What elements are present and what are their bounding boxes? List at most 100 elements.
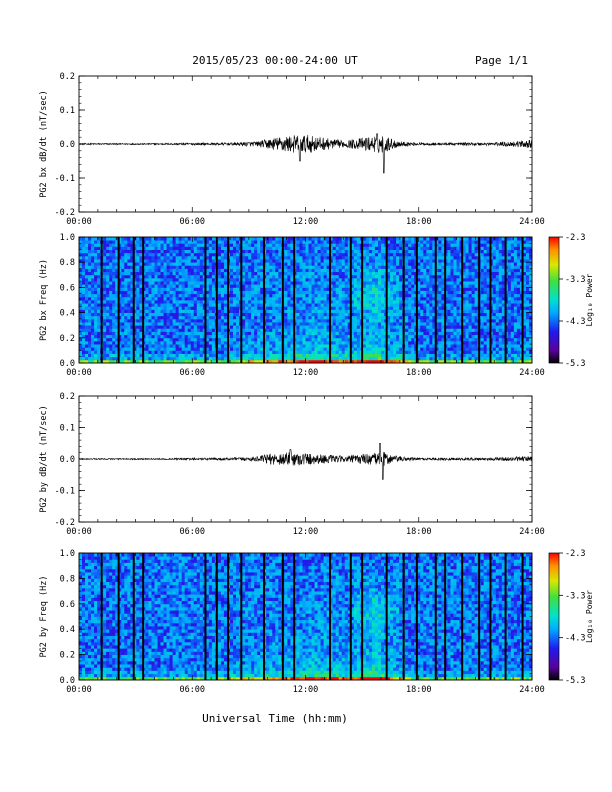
spectrogram-cell	[79, 325, 82, 329]
spectrogram-cell	[296, 350, 299, 354]
spectrogram-cell	[158, 309, 161, 313]
spectrogram-cell	[185, 341, 188, 345]
spectrogram-cell	[103, 275, 106, 279]
spectrogram-cell	[91, 322, 94, 326]
spectrogram-cell	[194, 259, 197, 263]
spectrogram-cell	[393, 256, 396, 260]
spectrogram-cell	[269, 250, 272, 254]
spectrogram-cell	[321, 243, 324, 247]
spectrogram-cell	[254, 246, 257, 250]
spectrogram-cell	[155, 309, 158, 313]
spectrogram-cell	[251, 325, 254, 329]
spectrogram-cell	[272, 284, 275, 288]
spectrogram-cell	[182, 272, 185, 276]
spectrogram-cell	[287, 328, 290, 332]
spectrogram-cell	[97, 284, 100, 288]
spectrogram-cell	[85, 319, 88, 323]
spectrogram-cell	[109, 309, 112, 313]
spectrogram-cell	[321, 246, 324, 250]
spectrogram-cell	[366, 265, 369, 269]
spectrogram-cell	[306, 253, 309, 257]
spectrogram-cell	[221, 237, 224, 241]
spectrogram-cell	[88, 316, 91, 320]
spectrogram-cell	[248, 347, 251, 351]
spectrogram-cell	[381, 300, 384, 304]
spectrogram-cell	[378, 294, 381, 298]
spectrogram-cell	[375, 262, 378, 266]
spectrogram-cell	[151, 300, 154, 304]
spectrogram-cell	[218, 325, 221, 329]
spectrogram-cell	[254, 262, 257, 266]
spectrogram-cell	[224, 328, 227, 332]
spectrogram-cell	[91, 275, 94, 279]
spectrogram-cell	[408, 313, 411, 317]
spectrogram-cell	[251, 281, 254, 285]
spectrogram-cell	[423, 328, 426, 332]
spectrogram-cell	[254, 335, 257, 339]
spectrogram-cell	[426, 275, 429, 279]
spectrogram-cell	[242, 278, 245, 282]
spectrogram-cell	[369, 256, 372, 260]
spectrogram-cell	[224, 259, 227, 263]
spectrogram-cell	[188, 357, 191, 361]
spectrogram-cell	[85, 332, 88, 336]
spectrogram-cell	[91, 338, 94, 342]
spectrogram-cell	[429, 253, 432, 257]
spectrogram-cell	[396, 322, 399, 326]
spectrogram-cell	[372, 284, 375, 288]
spectrogram-cell	[200, 354, 203, 358]
spectrogram-cell	[194, 354, 197, 358]
spectrogram-cell	[345, 243, 348, 247]
spectrogram-cell	[372, 319, 375, 323]
spectrogram-cell	[185, 328, 188, 332]
spectrogram-cell	[179, 313, 182, 317]
spectrogram-cell	[218, 303, 221, 307]
spectrogram-cell	[145, 294, 148, 298]
spectrogram-cell	[191, 350, 194, 354]
spectrogram-cell	[299, 275, 302, 279]
spectrogram-cell	[124, 253, 127, 257]
spectrogram-cell	[318, 325, 321, 329]
spectrogram-cell	[194, 322, 197, 326]
spectrogram-cell	[381, 338, 384, 342]
spectrogram-cell	[136, 347, 139, 351]
spectrogram-cell	[224, 246, 227, 250]
spectrogram-cell	[155, 243, 158, 247]
spectrogram-cell	[345, 338, 348, 342]
spectrogram-cell	[336, 344, 339, 348]
spectrogram-cell	[390, 350, 393, 354]
spectrogram-cell	[109, 354, 112, 358]
spectrogram-cell	[315, 347, 318, 351]
spectrogram-cell	[109, 294, 112, 298]
spectrogram-cell	[164, 262, 167, 266]
spectrogram-cell	[369, 303, 372, 307]
spectrogram-cell	[366, 253, 369, 257]
spectrogram-cell	[88, 332, 91, 336]
spectrogram-cell	[124, 291, 127, 295]
spectrogram-cell	[272, 344, 275, 348]
spectrogram-cell	[318, 338, 321, 342]
spectrogram-cell	[106, 278, 109, 282]
spectrogram-cell	[230, 332, 233, 336]
spectrogram-cell	[423, 278, 426, 282]
spectrogram-cell	[109, 246, 112, 250]
spectrogram-cell	[339, 354, 342, 358]
spectrogram-cell	[408, 350, 411, 354]
spectrogram-cell	[145, 281, 148, 285]
spectrogram-cell	[302, 341, 305, 345]
spectrogram-cell	[91, 253, 94, 257]
spectrogram-cell	[197, 354, 200, 358]
spectrogram-cell	[91, 291, 94, 295]
spectrogram-cell	[378, 316, 381, 320]
spectrogram-cell	[345, 322, 348, 326]
spectrogram-cell	[312, 319, 315, 323]
spectrogram-cell	[88, 256, 91, 260]
spectrogram-cell	[103, 344, 106, 348]
spectrogram-cell	[185, 354, 188, 358]
spectrogram-cell	[112, 338, 115, 342]
spectrogram-cell	[251, 306, 254, 310]
spectrogram-cell	[185, 335, 188, 339]
spectrogram-cell	[194, 338, 197, 342]
spectrogram-cell	[188, 328, 191, 332]
spectrogram-cell	[411, 303, 414, 307]
